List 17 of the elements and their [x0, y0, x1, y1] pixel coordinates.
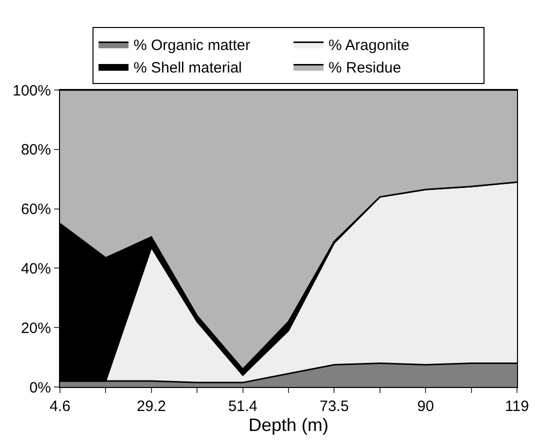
x-axis-title: Depth (m) — [248, 415, 329, 436]
y-tick-label: 40% — [20, 260, 51, 278]
legend-label: % Shell material — [134, 60, 242, 77]
y-tick-label: 20% — [20, 320, 51, 337]
y-tick-label: 100% — [12, 82, 51, 100]
x-tick-label: 90 — [417, 398, 434, 415]
y-tick-label: 0% — [29, 379, 51, 396]
x-tick-label: 51.4 — [228, 398, 258, 415]
x-tick-label: 4.6 — [50, 398, 70, 415]
legend-label: % Organic matter — [134, 37, 250, 54]
y-tick-label: 60% — [20, 201, 51, 218]
legend-label: % Residue — [328, 60, 402, 77]
x-tick-label: 29.2 — [136, 398, 166, 415]
legend-label: % Aragonite — [328, 37, 410, 54]
x-tick-label: 73.5 — [320, 398, 349, 415]
y-tick-label: 80% — [20, 142, 51, 159]
x-tick-label: 119 — [505, 398, 529, 415]
